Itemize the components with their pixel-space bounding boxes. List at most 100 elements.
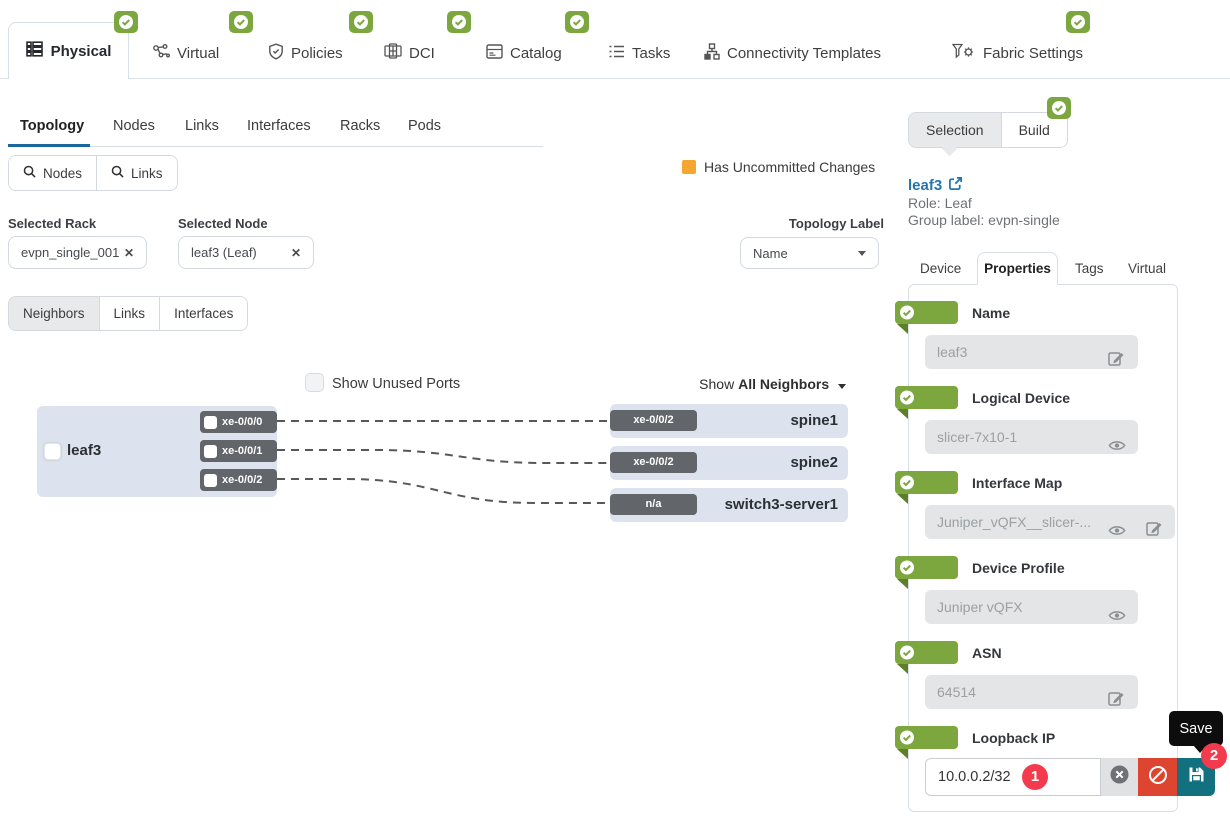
tasks-icon <box>608 44 625 63</box>
clear-input-button[interactable] <box>1101 758 1138 796</box>
selected-node-label: Selected Node <box>178 216 268 231</box>
remove-rack-filter-icon[interactable]: ✕ <box>123 245 134 260</box>
edit-icon[interactable] <box>1108 684 1125 706</box>
panel-mode-tabs: Selection Build <box>908 112 1068 148</box>
port-checkbox[interactable] <box>204 473 217 487</box>
property-check-ribbon-device-profile <box>895 556 958 589</box>
show-unused-ports-checkbox[interactable] <box>305 373 324 392</box>
search-nodes-button[interactable]: Nodes <box>9 156 97 190</box>
tab-tasks[interactable]: Tasks <box>608 40 670 66</box>
external-link-icon <box>948 176 963 195</box>
neighbor-spine1[interactable]: xe-0/0/2 spine1 <box>610 404 848 438</box>
eye-icon[interactable] <box>1108 600 1126 620</box>
detail-tab-tags[interactable]: Tags <box>1075 261 1104 276</box>
neighbors-filter-value: All Neighbors <box>738 376 830 392</box>
selected-node-link[interactable]: leaf3 <box>908 176 963 195</box>
cancel-button[interactable] <box>1138 758 1177 796</box>
show-all-neighbors-dropdown[interactable]: Show All Neighbors <box>640 376 846 392</box>
neighbor-port-chip[interactable]: xe-0/0/2 <box>610 410 697 431</box>
save-tooltip: Save <box>1169 711 1223 753</box>
detail-tab-virtual[interactable]: Virtual <box>1128 261 1167 276</box>
search-links-button[interactable]: Links <box>96 156 177 190</box>
view-tab-group: Neighbors Links Interfaces <box>8 296 249 331</box>
subtab-racks[interactable]: Racks <box>340 118 381 134</box>
node-role: Role: Leaf <box>908 195 972 211</box>
status-check-badge-dci <box>447 11 471 33</box>
remove-node-filter-icon[interactable]: ✕ <box>290 245 301 260</box>
port-checkbox[interactable] <box>204 444 217 458</box>
edit-icon[interactable] <box>1146 514 1163 536</box>
neighbor-name: switch3-server1 <box>724 496 838 513</box>
tab-virtual[interactable]: Virtual <box>152 40 219 66</box>
topology-label-select[interactable]: Name <box>740 237 879 269</box>
node-leaf3-checkbox[interactable] <box>44 443 61 460</box>
port-chip-xe-0-0-1[interactable]: xe-0/0/1 <box>200 440 277 462</box>
chevron-down-icon <box>838 384 846 389</box>
loopback-ip-input[interactable] <box>925 758 1101 796</box>
uncommitted-changes-label: Has Uncommitted Changes <box>704 159 876 175</box>
node-leaf3-name: leaf3 <box>67 442 102 459</box>
port-chip-xe-0-0-0[interactable]: xe-0/0/0 <box>200 411 277 433</box>
tab-physical[interactable]: Physical <box>8 22 129 79</box>
neighbor-port-chip[interactable]: n/a <box>610 494 697 515</box>
virtual-icon <box>152 43 170 63</box>
subtab-topology[interactable]: Topology <box>20 118 85 134</box>
eye-icon[interactable] <box>1108 515 1126 535</box>
search-button-group: Nodes Links <box>8 155 178 191</box>
fabric-settings-icon <box>951 43 976 63</box>
tab-selection-label: Selection <box>926 122 984 138</box>
property-value-device-profile: Juniper vQFX <box>937 599 1023 615</box>
tab-catalog[interactable]: Catalog <box>486 40 562 66</box>
tooltip-arrow <box>1193 745 1207 753</box>
view-tab-interfaces[interactable]: Interfaces <box>159 297 248 330</box>
tab-catalog-label: Catalog <box>510 44 562 62</box>
clear-circle-icon <box>1110 765 1129 789</box>
neighbor-port-chip[interactable]: xe-0/0/2 <box>610 452 697 473</box>
tab-fabric-settings-label: Fabric Settings <box>983 44 1084 62</box>
show-unused-ports-label: Show Unused Ports <box>332 376 461 392</box>
tab-policies[interactable]: Policies <box>268 40 343 66</box>
tab-virtual-label: Virtual <box>177 44 220 62</box>
tab-policies-label: Policies <box>291 44 343 62</box>
search-icon <box>23 165 36 181</box>
chevron-down-icon <box>858 250 866 256</box>
view-tab-links[interactable]: Links <box>98 297 160 330</box>
topology-label-value: Name <box>753 245 788 261</box>
neighbor-spine2[interactable]: xe-0/0/2 spine2 <box>610 446 848 480</box>
show-prefix-label: Show <box>699 376 735 392</box>
detail-tab-properties[interactable]: Properties <box>977 252 1058 285</box>
selected-node-chip[interactable]: leaf3 (Leaf) ✕ <box>178 236 314 269</box>
save-icon <box>1188 766 1205 788</box>
subtab-links[interactable]: Links <box>185 118 219 134</box>
selected-rack-chip[interactable]: evpn_single_001 ✕ <box>8 236 147 269</box>
edit-icon[interactable] <box>1108 344 1125 366</box>
tab-fabric-settings[interactable]: Fabric Settings <box>951 40 1084 66</box>
tab-dci[interactable]: DCI <box>384 40 435 66</box>
link-leaf3-spine2 <box>277 449 610 464</box>
port-checkbox[interactable] <box>204 415 217 429</box>
neighbor-name: spine1 <box>790 412 838 429</box>
tab-tasks-label: Tasks <box>632 44 671 62</box>
neighbor-switch3-server1[interactable]: n/a switch3-server1 <box>610 488 848 522</box>
tab-connectivity-templates[interactable]: Connectivity Templates <box>704 40 881 66</box>
tab-selection[interactable]: Selection <box>909 113 1001 147</box>
tab-build-label: Build <box>1018 122 1050 138</box>
property-check-ribbon-loopback-ip <box>895 726 958 759</box>
status-check-badge-fabric-settings <box>1066 11 1090 33</box>
subtab-nodes[interactable]: Nodes <box>113 118 155 134</box>
port-chip-xe-0-0-2[interactable]: xe-0/0/2 <box>200 469 277 491</box>
subtab-pods[interactable]: Pods <box>408 118 442 134</box>
view-tab-neighbors[interactable]: Neighbors <box>9 297 99 330</box>
property-label-device-profile: Device Profile <box>972 560 1065 576</box>
subtab-interfaces[interactable]: Interfaces <box>247 118 311 134</box>
annotation-badge-2: 2 <box>1201 743 1227 769</box>
property-check-ribbon-name <box>895 301 958 334</box>
property-field-logical-device: slicer-7x10-1 <box>925 420 1138 454</box>
subnav-active-indicator <box>8 144 90 147</box>
detail-tab-device[interactable]: Device <box>920 261 962 276</box>
connectivity-templates-icon <box>704 42 720 64</box>
eye-icon[interactable] <box>1108 430 1126 450</box>
tab-physical-label: Physical <box>50 42 112 60</box>
selected-node-title: leaf3 <box>908 177 943 194</box>
